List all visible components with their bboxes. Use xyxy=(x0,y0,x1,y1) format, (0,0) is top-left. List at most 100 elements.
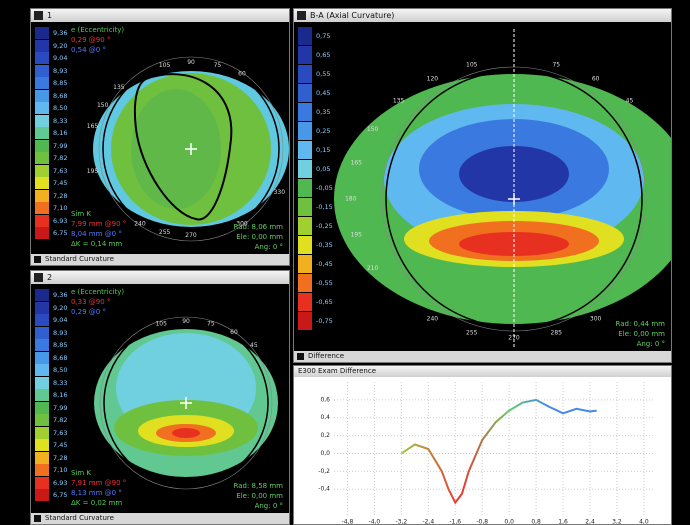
footer-icon xyxy=(34,256,41,263)
info-text: 0,33 @90 ° xyxy=(71,298,111,306)
scale-swatch xyxy=(298,84,312,102)
scale-swatch xyxy=(35,102,49,114)
x-tick-label: -1,6 xyxy=(449,519,461,525)
scale-label: 8,85 xyxy=(53,79,68,87)
scale-swatch xyxy=(35,27,49,39)
angle-label: 165 xyxy=(351,160,363,167)
scale-label: 0,05 xyxy=(316,165,331,173)
scale-swatch xyxy=(298,160,312,178)
angle-label: 105 xyxy=(466,61,478,68)
scale-label: 7,82 xyxy=(53,154,68,162)
info-text: e (Eccentricity) xyxy=(71,288,125,296)
scale-swatch xyxy=(35,152,49,164)
scale-label: 9,04 xyxy=(53,316,68,324)
scale-swatch xyxy=(35,139,49,152)
scale-label: 9,20 xyxy=(53,303,68,312)
scale-label: 6,75 xyxy=(53,229,68,237)
angle-label: 300 xyxy=(590,316,602,323)
footer-bar: Standard Curvature xyxy=(31,513,289,524)
info-text: 8,04 mm @0 ° xyxy=(71,230,122,238)
x-tick-label: 0,8 xyxy=(531,519,541,525)
angle-label: 150 xyxy=(97,102,109,109)
scale-swatch xyxy=(298,46,312,64)
title-bar: 1 xyxy=(31,9,289,22)
optic-zone xyxy=(103,320,269,486)
scale-label: 6,75 xyxy=(53,491,68,499)
readout: Ang: 0 ° xyxy=(636,340,665,348)
scale-swatch xyxy=(298,293,312,311)
map-panel: 105 90 75 60 45 2 9,36 9,20 9,04 8,93 8,85 8,68 8,50… xyxy=(30,270,290,525)
scale-swatch xyxy=(35,376,49,389)
angle-label: 45 xyxy=(626,97,634,104)
scale-swatch xyxy=(298,312,312,330)
scale-swatch xyxy=(35,177,49,189)
readout: Rad: 8,58 mm xyxy=(233,482,283,490)
x-tick-label: -2,4 xyxy=(422,519,434,525)
map-surface: 105 75 120 60 135 45 150 165 180 195 210 240 255 270 2… xyxy=(334,29,671,349)
map-panel: 105 75 120 60 135 45 150 165 180 195 210 240 255 270 2… xyxy=(293,8,672,363)
footer-icon xyxy=(297,353,304,360)
scale-label: 7,99 xyxy=(53,141,68,150)
scale-label: 8,93 xyxy=(53,328,68,337)
angle-label: 210 xyxy=(367,265,379,272)
scale-swatch xyxy=(35,451,49,464)
scale-swatch xyxy=(35,314,49,326)
x-tick-label: -0,8 xyxy=(476,519,488,525)
info-text: 0,29 @90 ° xyxy=(71,36,111,44)
info-text: 0,29 @0 ° xyxy=(71,308,106,316)
scale-swatch xyxy=(35,64,49,77)
scale-label: -0,05 xyxy=(316,184,333,192)
scale-label: 7,45 xyxy=(53,179,68,187)
angle-label: 240 xyxy=(134,221,146,228)
angle-label: 180 xyxy=(345,196,357,203)
readout: Ele: 0,00 mm xyxy=(618,330,665,338)
scale-label: -0,45 xyxy=(316,260,333,268)
info-text: e (Eccentricity) xyxy=(71,26,125,34)
scale-swatch xyxy=(35,289,49,301)
angle-label: 285 xyxy=(551,330,563,337)
scale-label: 8,16 xyxy=(53,391,68,399)
x-tick-label: 4,0 xyxy=(639,519,649,525)
angle-label: 75 xyxy=(207,321,215,328)
angle-label: 45 xyxy=(250,342,258,349)
angle-label: 240 xyxy=(427,316,439,323)
scale-swatch xyxy=(35,114,49,127)
angle-label: 330 xyxy=(274,189,286,196)
scale-swatch xyxy=(298,122,312,140)
scale-label: 8,16 xyxy=(53,129,68,137)
scale-swatch xyxy=(35,214,49,227)
angle-label: 270 xyxy=(185,232,197,239)
scale-label: 8,33 xyxy=(53,116,68,125)
angle-label: 120 xyxy=(427,75,439,82)
optic-zone xyxy=(102,60,280,238)
scale-swatch xyxy=(35,189,49,202)
info-text: ΔK = 0,14 mm xyxy=(71,240,123,248)
readout: Ang: 0 ° xyxy=(254,502,283,510)
angle-label: 60 xyxy=(238,70,246,77)
scale-swatch xyxy=(298,236,312,254)
info-text: Sim K xyxy=(71,210,92,218)
center-cross xyxy=(185,143,197,155)
angle-label: 105 xyxy=(155,321,167,328)
scale-swatch xyxy=(35,426,49,439)
y-tick-label: 0,0 xyxy=(320,450,330,457)
scale-swatch xyxy=(35,401,49,414)
center-cross xyxy=(180,397,192,409)
topography-map: 105 75 120 60 135 45 150 165 180 195 210 240 255 270 2… xyxy=(334,29,671,349)
y-tick-label: 0,2 xyxy=(320,432,330,439)
scale-swatch xyxy=(35,414,49,426)
readout: Rad: 8,06 mm xyxy=(233,223,283,231)
readout: Ang: 0 ° xyxy=(254,243,283,251)
scale-swatch xyxy=(35,476,49,489)
y-tick-label: 0,6 xyxy=(320,396,330,403)
scale-swatch xyxy=(35,464,49,476)
y-tick-label: -0,4 xyxy=(318,486,330,493)
scale-label: 0,75 xyxy=(316,32,331,40)
scale-label: 0,35 xyxy=(316,108,331,116)
panel-icon xyxy=(297,11,306,20)
map-panel: 105 90 75 60 135 150 165 195 240 255 270 300 330 1 9,3… xyxy=(30,8,290,266)
scale-swatch xyxy=(35,389,49,401)
footer-bar: Difference xyxy=(294,351,671,362)
footer-icon xyxy=(34,515,41,522)
